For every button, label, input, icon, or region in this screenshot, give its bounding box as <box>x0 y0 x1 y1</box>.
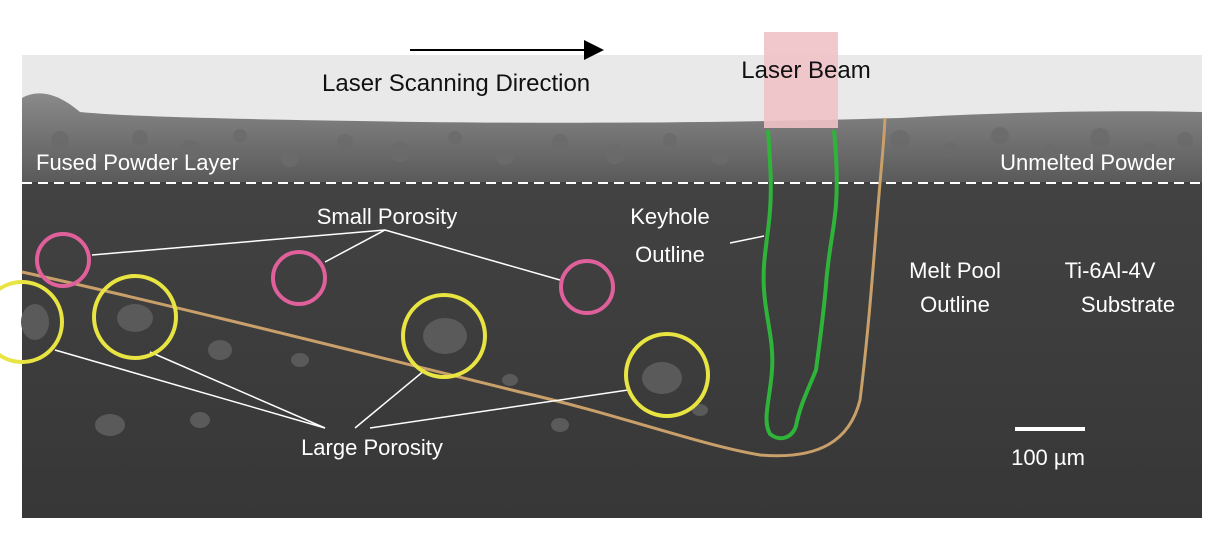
melt-pool-label-line1: Melt Pool <box>909 258 1001 283</box>
keyhole-label-line2: Outline <box>635 242 705 267</box>
unmelted-powder-label: Unmelted Powder <box>1000 150 1175 175</box>
keyhole-outline <box>761 129 839 441</box>
large-pore-circle <box>401 293 487 379</box>
laser-beam <box>764 32 838 128</box>
scale-bar-label: 100 µm <box>1011 445 1085 470</box>
small-porosity-annotation: Small Porosity <box>35 204 615 315</box>
scan-direction-label: Laser Scanning Direction <box>322 70 590 97</box>
material-label-line2: Substrate <box>1081 292 1175 317</box>
pores <box>21 304 708 436</box>
small-porosity-label: Small Porosity <box>317 204 458 229</box>
melt-pool-label-line2: Outline <box>920 292 990 317</box>
laser-beam-label: Laser Beam <box>741 57 870 84</box>
large-porosity-annotation: Large Porosity <box>0 274 710 460</box>
large-pore-circle <box>624 332 710 418</box>
material-label-line1: Ti-6Al-4V <box>1065 258 1156 283</box>
micrograph-background <box>21 55 1202 518</box>
powder-particles <box>51 127 1193 167</box>
melt-pool-outline <box>21 117 887 458</box>
large-pore-circle <box>92 274 178 360</box>
small-pore-circle <box>559 259 615 315</box>
keyhole-label-line1: Keyhole <box>630 204 710 229</box>
fused-powder-layer-label: Fused Powder Layer <box>36 150 239 175</box>
keyhole-leader <box>729 235 765 244</box>
large-porosity-label: Large Porosity <box>301 435 443 460</box>
large-pore-circle <box>0 280 64 364</box>
small-pore-circle <box>35 232 91 288</box>
small-pore-circle <box>271 250 327 306</box>
